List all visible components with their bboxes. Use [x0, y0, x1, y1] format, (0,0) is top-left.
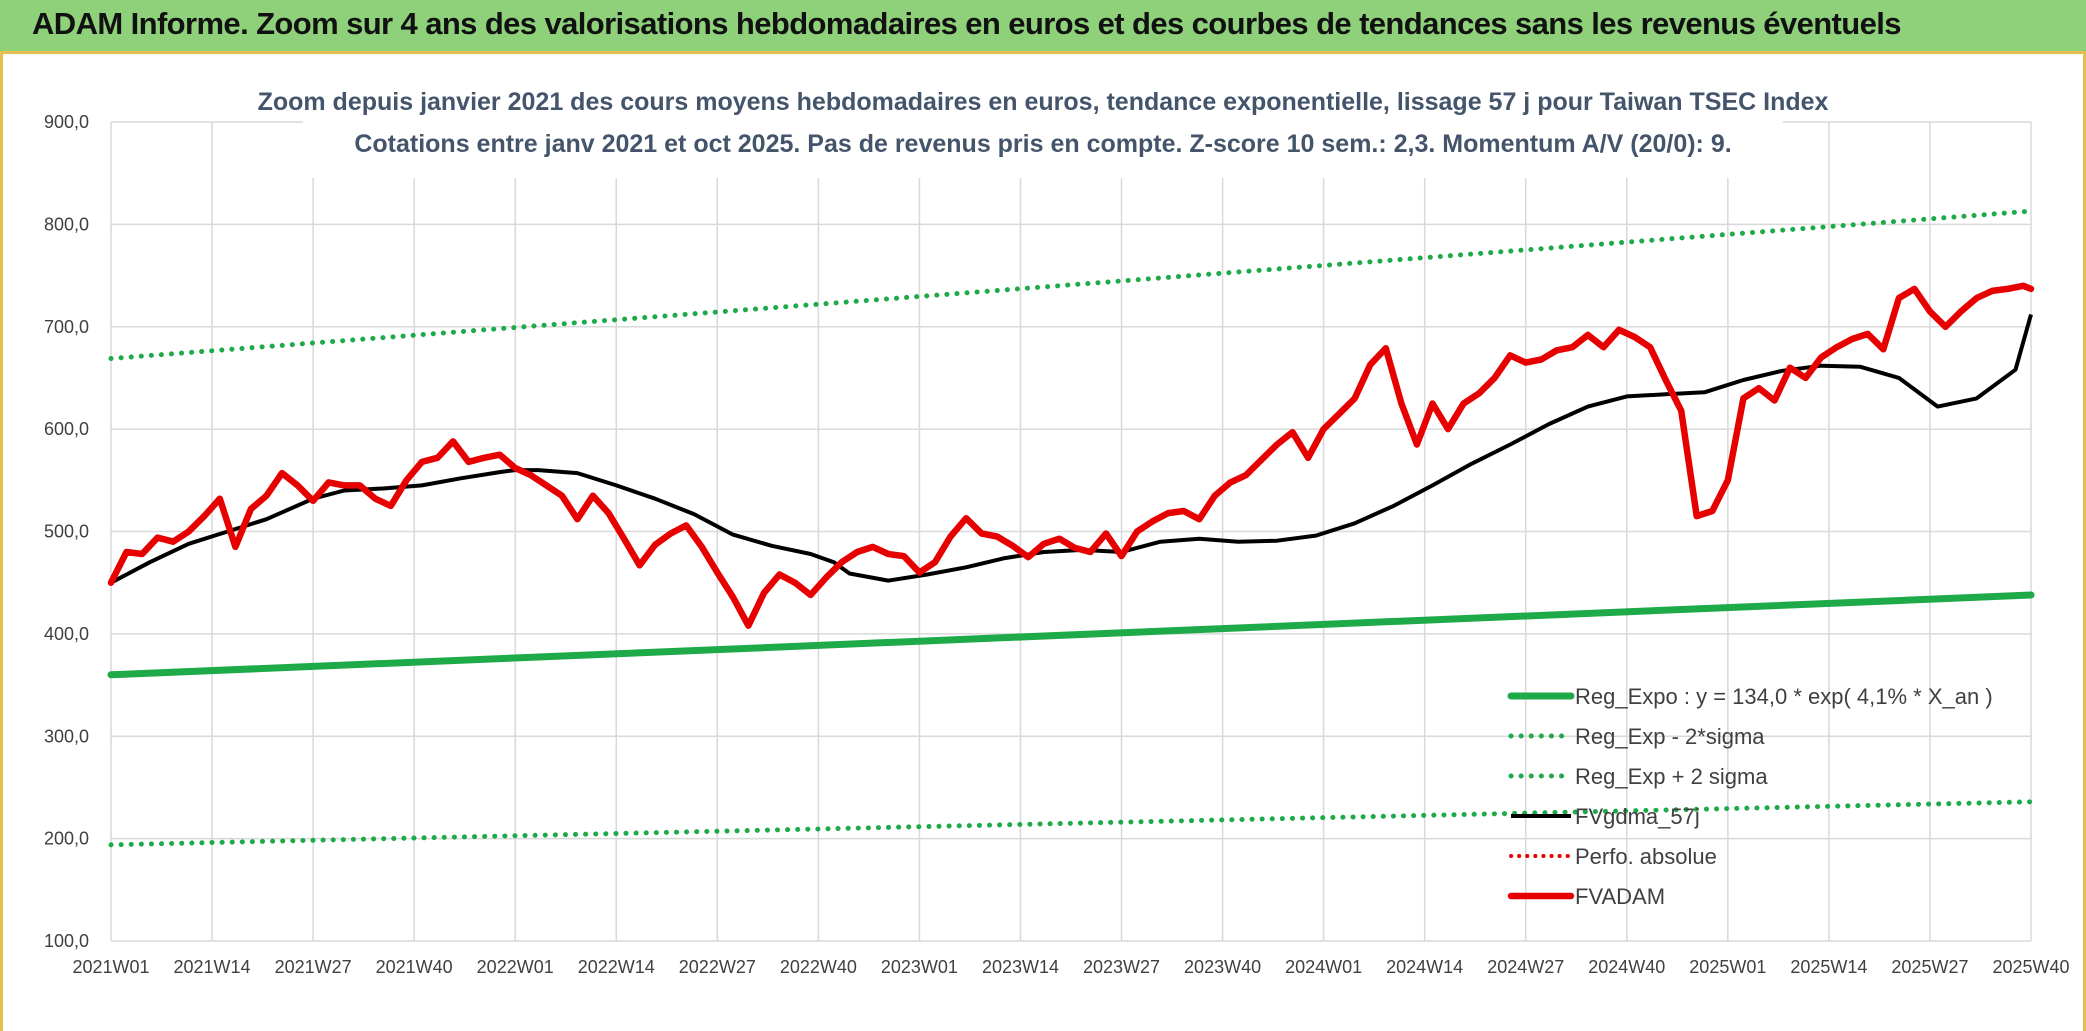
y-tick-label: 500,0 [44, 522, 89, 542]
x-tick-label: 2024W01 [1285, 957, 1362, 977]
report-banner: ADAM Informe. Zoom sur 4 ans des valoris… [0, 0, 2086, 54]
x-tick-label: 2021W40 [376, 957, 453, 977]
x-tick-label: 2023W14 [982, 957, 1059, 977]
series-fvadam-line [107, 282, 2035, 629]
trend-chart: 100,0 200,0 300,0 400,0 500,0 600,0 700,0 800,0… [44, 74, 2070, 977]
y-tick-label: 100,0 [44, 931, 89, 951]
x-tick-label: 2021W27 [275, 957, 352, 977]
report-title: ADAM Informe. Zoom sur 4 ans des valoris… [32, 6, 1902, 41]
x-tick-label: 2022W14 [578, 957, 655, 977]
grid-lines [110, 121, 2032, 942]
legend-label-lower: Reg_Exp - 2*sigma [1575, 724, 1765, 749]
legend: Reg_Expo : y = 134,0 * exp( 4,1% * X_an … [1507, 684, 1993, 909]
y-tick-label: 200,0 [44, 829, 89, 849]
axis-labels: 100,0 200,0 300,0 400,0 500,0 600,0 700,0 800,0… [44, 112, 2070, 977]
chart-title-line1: Zoom depuis janvier 2021 des cours moyen… [258, 88, 1829, 116]
x-tick-label: 2021W14 [174, 957, 251, 977]
x-tick-label: 2024W27 [1487, 957, 1564, 977]
series-lower-line [108, 799, 2034, 848]
x-tick-label: 2024W40 [1588, 957, 1665, 977]
chart-title-line2: Cotations entre janv 2021 et oct 2025. P… [354, 130, 1731, 158]
x-tick-label: 2021W01 [72, 957, 149, 977]
chart-frame: 100,0 200,0 300,0 400,0 500,0 600,0 700,0 800,0… [0, 54, 2086, 1031]
y-tick-label: 600,0 [44, 419, 89, 439]
x-tick-label: 2023W40 [1184, 957, 1261, 977]
legend-label-smooth: FVgdma_57j [1575, 804, 1700, 829]
subtitle-background [303, 74, 1783, 178]
x-tick-label: 2025W27 [1891, 957, 1968, 977]
legend-label-reg: Reg_Expo : y = 134,0 * exp( 4,1% * X_an … [1575, 684, 1993, 709]
x-tick-label: 2023W27 [1083, 957, 1160, 977]
legend-label-fvadam: FVADAM [1575, 884, 1665, 909]
legend-label-upper: Reg_Exp + 2 sigma [1575, 764, 1768, 789]
series-reg-line [107, 591, 2035, 679]
x-tick-label: 2022W01 [477, 957, 554, 977]
y-tick-label: 700,0 [44, 317, 89, 337]
x-tick-label: 2023W01 [881, 957, 958, 977]
series-upper-line [108, 208, 2034, 361]
y-tick-label: 900,0 [44, 112, 89, 132]
y-tick-label: 400,0 [44, 624, 89, 644]
y-tick-label: 800,0 [44, 214, 89, 234]
series-layer [107, 208, 2035, 848]
x-tick-label: 2025W01 [1689, 957, 1766, 977]
x-tick-label: 2024W14 [1386, 957, 1463, 977]
legend-label-perfo: Perfo. absolue [1575, 844, 1717, 869]
x-tick-label: 2025W14 [1790, 957, 1867, 977]
y-tick-label: 300,0 [44, 726, 89, 746]
series-smooth-line [110, 313, 2033, 585]
x-tick-label: 2025W40 [1992, 957, 2069, 977]
x-tick-label: 2022W40 [780, 957, 857, 977]
x-tick-label: 2022W27 [679, 957, 756, 977]
